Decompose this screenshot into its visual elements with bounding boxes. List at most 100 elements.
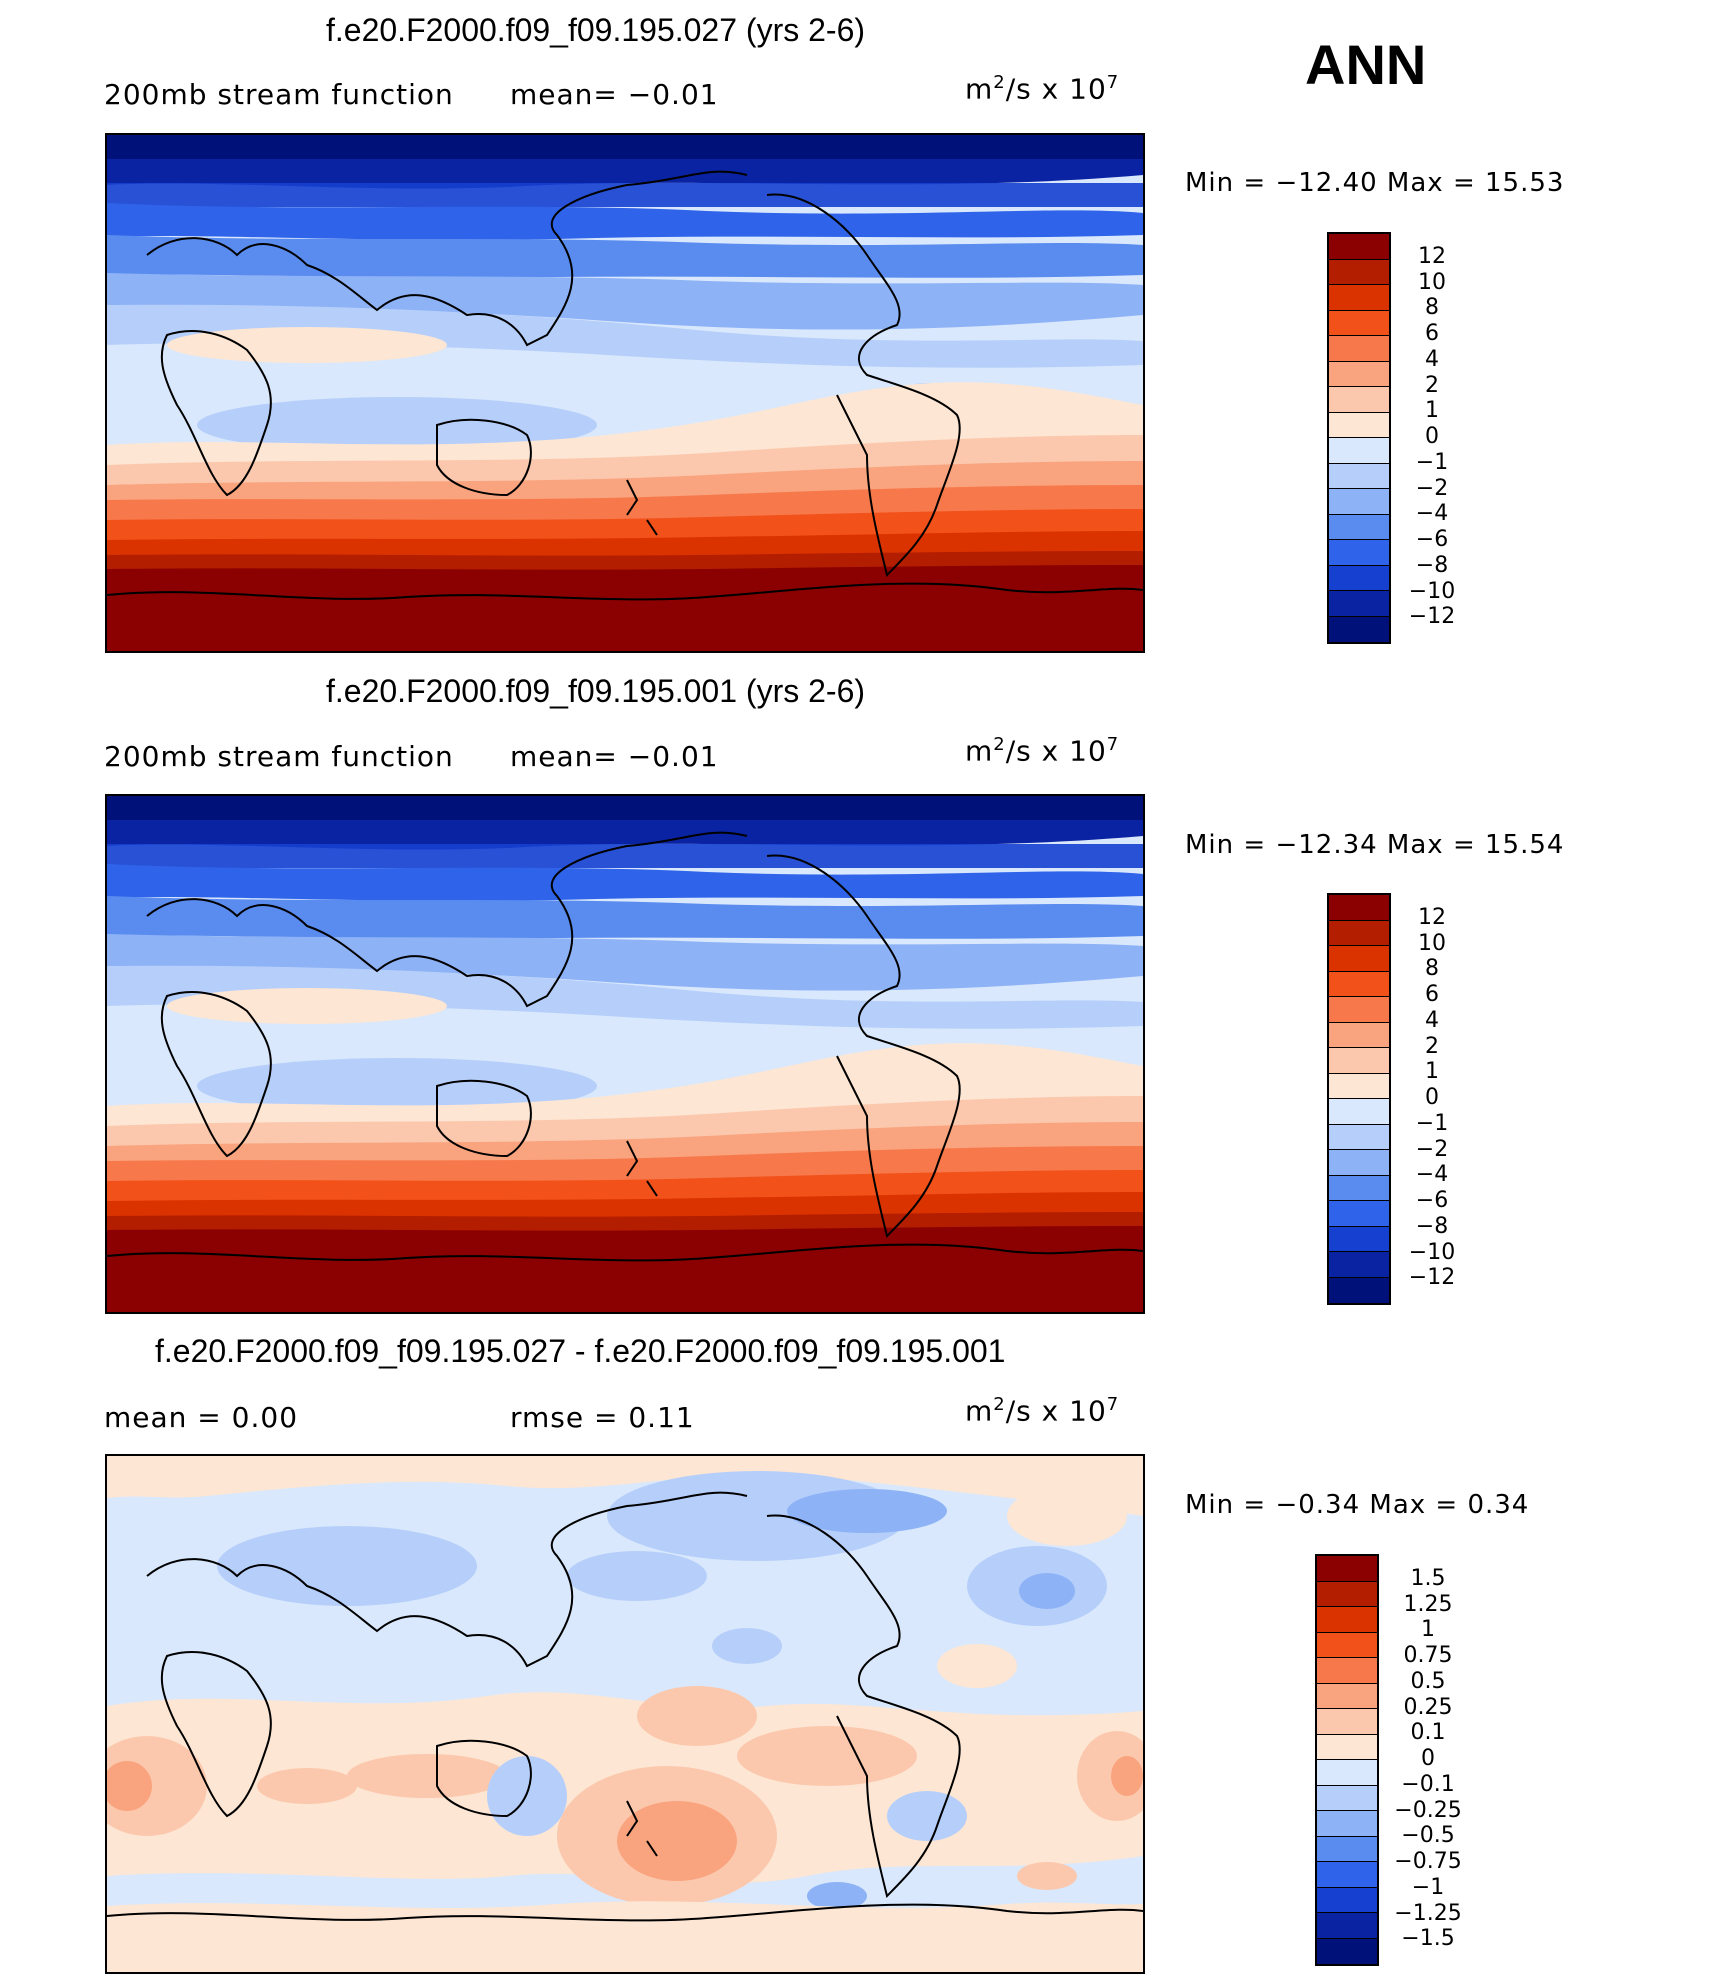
colorbar-label: 1 [1425, 398, 1439, 424]
colorbar-label: 0 [1421, 1746, 1435, 1771]
panel3-units: m2/s x 107 [965, 1394, 1120, 1428]
panel3-map [105, 1454, 1145, 1974]
colorbar-swatch [1329, 971, 1389, 997]
colorbar-swatch [1329, 1175, 1389, 1201]
colorbar-swatch [1329, 310, 1389, 336]
colorbar-label: 6 [1425, 321, 1439, 346]
panel3-title: f.e20.F2000.f09_f09.195.027 - f.e20.F200… [155, 1333, 1006, 1369]
panel3-minmax: Min = −0.34 Max = 0.34 [1185, 1490, 1530, 1520]
colorbar-label: −1.25 [1394, 1900, 1462, 1926]
colorbar-label: 1.5 [1410, 1565, 1446, 1591]
colorbar-swatch [1317, 1734, 1377, 1760]
colorbar-label: 1.25 [1403, 1591, 1453, 1617]
colorbar-swatch [1317, 1913, 1377, 1939]
colorbar-swatch [1329, 895, 1389, 921]
colorbar-swatch [1317, 1658, 1377, 1684]
colorbar-label: −10 [1408, 578, 1456, 604]
colorbar-swatch [1329, 565, 1389, 591]
colorbar-swatch [1317, 1811, 1377, 1837]
colorbar-swatch [1329, 336, 1389, 362]
colorbar-label: 2 [1425, 372, 1439, 398]
colorbar-label: −0.75 [1394, 1849, 1462, 1874]
colorbar-swatch [1317, 1785, 1377, 1811]
panel1-mean-label: mean= −0.01 [510, 78, 719, 111]
colorbar-label: 8 [1425, 956, 1439, 982]
colorbar-swatch [1329, 591, 1389, 617]
colorbar-label: −1.5 [1401, 1926, 1455, 1952]
colorbar-label: 12 [1418, 243, 1446, 269]
colorbar-swatch [1317, 1607, 1377, 1633]
colorbar-swatch [1329, 387, 1389, 413]
colorbar-label: 6 [1425, 982, 1439, 1007]
colorbar-label: 0.5 [1410, 1668, 1446, 1694]
colorbar-label: 12 [1418, 904, 1446, 930]
colorbar-swatch [1329, 234, 1389, 260]
colorbar-swatch [1329, 259, 1389, 285]
panel2-field-label: 200mb stream function [104, 740, 454, 773]
colorbar-label: 4 [1425, 346, 1439, 372]
panel1-map [105, 133, 1145, 653]
panel1-units: m2/s x 107 [965, 72, 1120, 106]
colorbar-label: 2 [1425, 1033, 1439, 1059]
panel2-title: f.e20.F2000.f09_f09.195.001 (yrs 2-6) [326, 673, 866, 709]
panel2-map [105, 794, 1145, 1314]
colorbar-swatch [1329, 616, 1389, 642]
colorbar-label: −12 [1408, 1265, 1456, 1291]
colorbar-label: −8 [1415, 552, 1449, 578]
colorbar-label: −6 [1415, 527, 1449, 552]
colorbar-swatch [1317, 1556, 1377, 1582]
colorbar-label: −0.1 [1401, 1771, 1455, 1797]
colorbar-swatch [1329, 1022, 1389, 1048]
colorbar-swatch [1329, 1048, 1389, 1074]
panel1-colorbar [1327, 232, 1391, 644]
season-label: ANN [1305, 33, 1427, 96]
colorbar-label: −8 [1415, 1213, 1449, 1239]
colorbar-swatch [1317, 1581, 1377, 1607]
colorbar-swatch [1329, 361, 1389, 387]
colorbar-swatch [1329, 997, 1389, 1023]
colorbar-swatch [1317, 1862, 1377, 1888]
colorbar-swatch [1329, 489, 1389, 515]
colorbar-swatch [1329, 1252, 1389, 1278]
colorbar-swatch [1317, 1632, 1377, 1658]
colorbar-label: 0.25 [1403, 1694, 1453, 1720]
panel1-title: f.e20.F2000.f09_f09.195.027 (yrs 2-6) [326, 12, 866, 48]
colorbar-label: −4 [1415, 1162, 1449, 1188]
colorbar-label: −6 [1415, 1188, 1449, 1213]
panel2-colorbar [1327, 893, 1391, 1305]
colorbar-swatch [1329, 463, 1389, 489]
colorbar-swatch [1317, 1938, 1377, 1964]
panel1-field-label: 200mb stream function [104, 78, 454, 111]
colorbar-swatch [1329, 1099, 1389, 1125]
colorbar-label: 10 [1418, 269, 1446, 295]
colorbar-swatch [1329, 1073, 1389, 1099]
colorbar-label: −0.25 [1394, 1797, 1462, 1823]
panel2-units: m2/s x 107 [965, 734, 1120, 768]
colorbar-swatch [1329, 920, 1389, 946]
colorbar-label: −1 [1415, 1110, 1449, 1136]
colorbar-label: −2 [1415, 475, 1449, 501]
colorbar-label: −1 [1411, 1874, 1445, 1900]
colorbar-label: −0.5 [1401, 1823, 1455, 1849]
colorbar-label: 1 [1425, 1059, 1439, 1085]
colorbar-label: −1 [1415, 449, 1449, 475]
colorbar-label: 8 [1425, 295, 1439, 321]
colorbar-label: 10 [1418, 930, 1446, 956]
colorbar-swatch [1317, 1887, 1377, 1913]
colorbar-swatch [1317, 1760, 1377, 1786]
colorbar-label: −12 [1408, 604, 1456, 630]
colorbar-swatch [1329, 514, 1389, 540]
colorbar-label: −4 [1415, 501, 1449, 527]
colorbar-label: −10 [1408, 1239, 1456, 1265]
colorbar-swatch [1317, 1709, 1377, 1735]
panel3-rmse-label: rmse = 0.11 [510, 1401, 695, 1434]
panel3-colorbar [1315, 1554, 1379, 1966]
panel3-mean-label: mean = 0.00 [104, 1401, 299, 1434]
colorbar-label: 0 [1425, 1085, 1439, 1110]
colorbar-label: 4 [1425, 1007, 1439, 1033]
colorbar-swatch [1329, 438, 1389, 464]
colorbar-swatch [1329, 1201, 1389, 1227]
panel2-mean-label: mean= −0.01 [510, 740, 719, 773]
colorbar-swatch [1329, 412, 1389, 438]
colorbar-label: −2 [1415, 1136, 1449, 1162]
